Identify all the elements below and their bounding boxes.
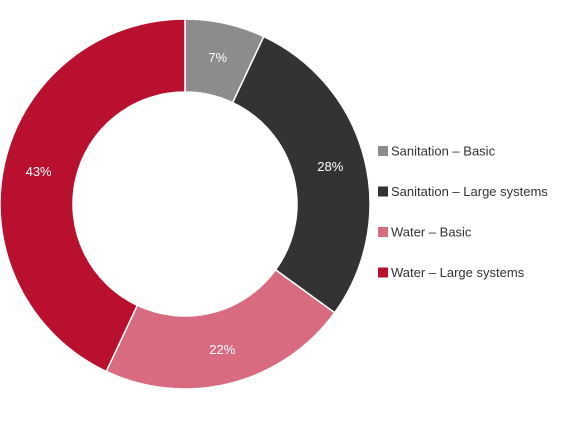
legend-label-water-large-systems: Water – Large systems	[391, 265, 525, 280]
legend-swatch-sanitation-basic	[378, 146, 388, 156]
legend-swatch-water-large-systems	[378, 267, 388, 278]
legend-label-sanitation-large-systems: Sanitation – Large systems	[391, 184, 548, 199]
slice-water-basic	[105, 268, 336, 390]
chart-legend: Sanitation – Basic Sanitation – Large sys…	[378, 144, 548, 280]
donut-slices	[0, 18, 371, 390]
legend-label-sanitation-basic: Sanitation – Basic	[391, 144, 496, 159]
data-label-water-basic: 22%	[209, 342, 235, 357]
legend-swatch-sanitation-large-systems	[378, 186, 388, 197]
donut-data-labels: 7% 28% 22% 43%	[26, 50, 344, 357]
slice-water-large-systems	[0, 18, 186, 373]
legend-swatch-water-basic	[378, 227, 388, 237]
legend-label-water-basic: Water – Basic	[391, 225, 472, 240]
data-label-water-large-systems: 43%	[26, 164, 52, 179]
data-label-sanitation-large-systems: 28%	[317, 159, 343, 174]
data-label-sanitation-basic: 7%	[208, 50, 227, 65]
slice-sanitation-large-systems	[231, 35, 371, 314]
